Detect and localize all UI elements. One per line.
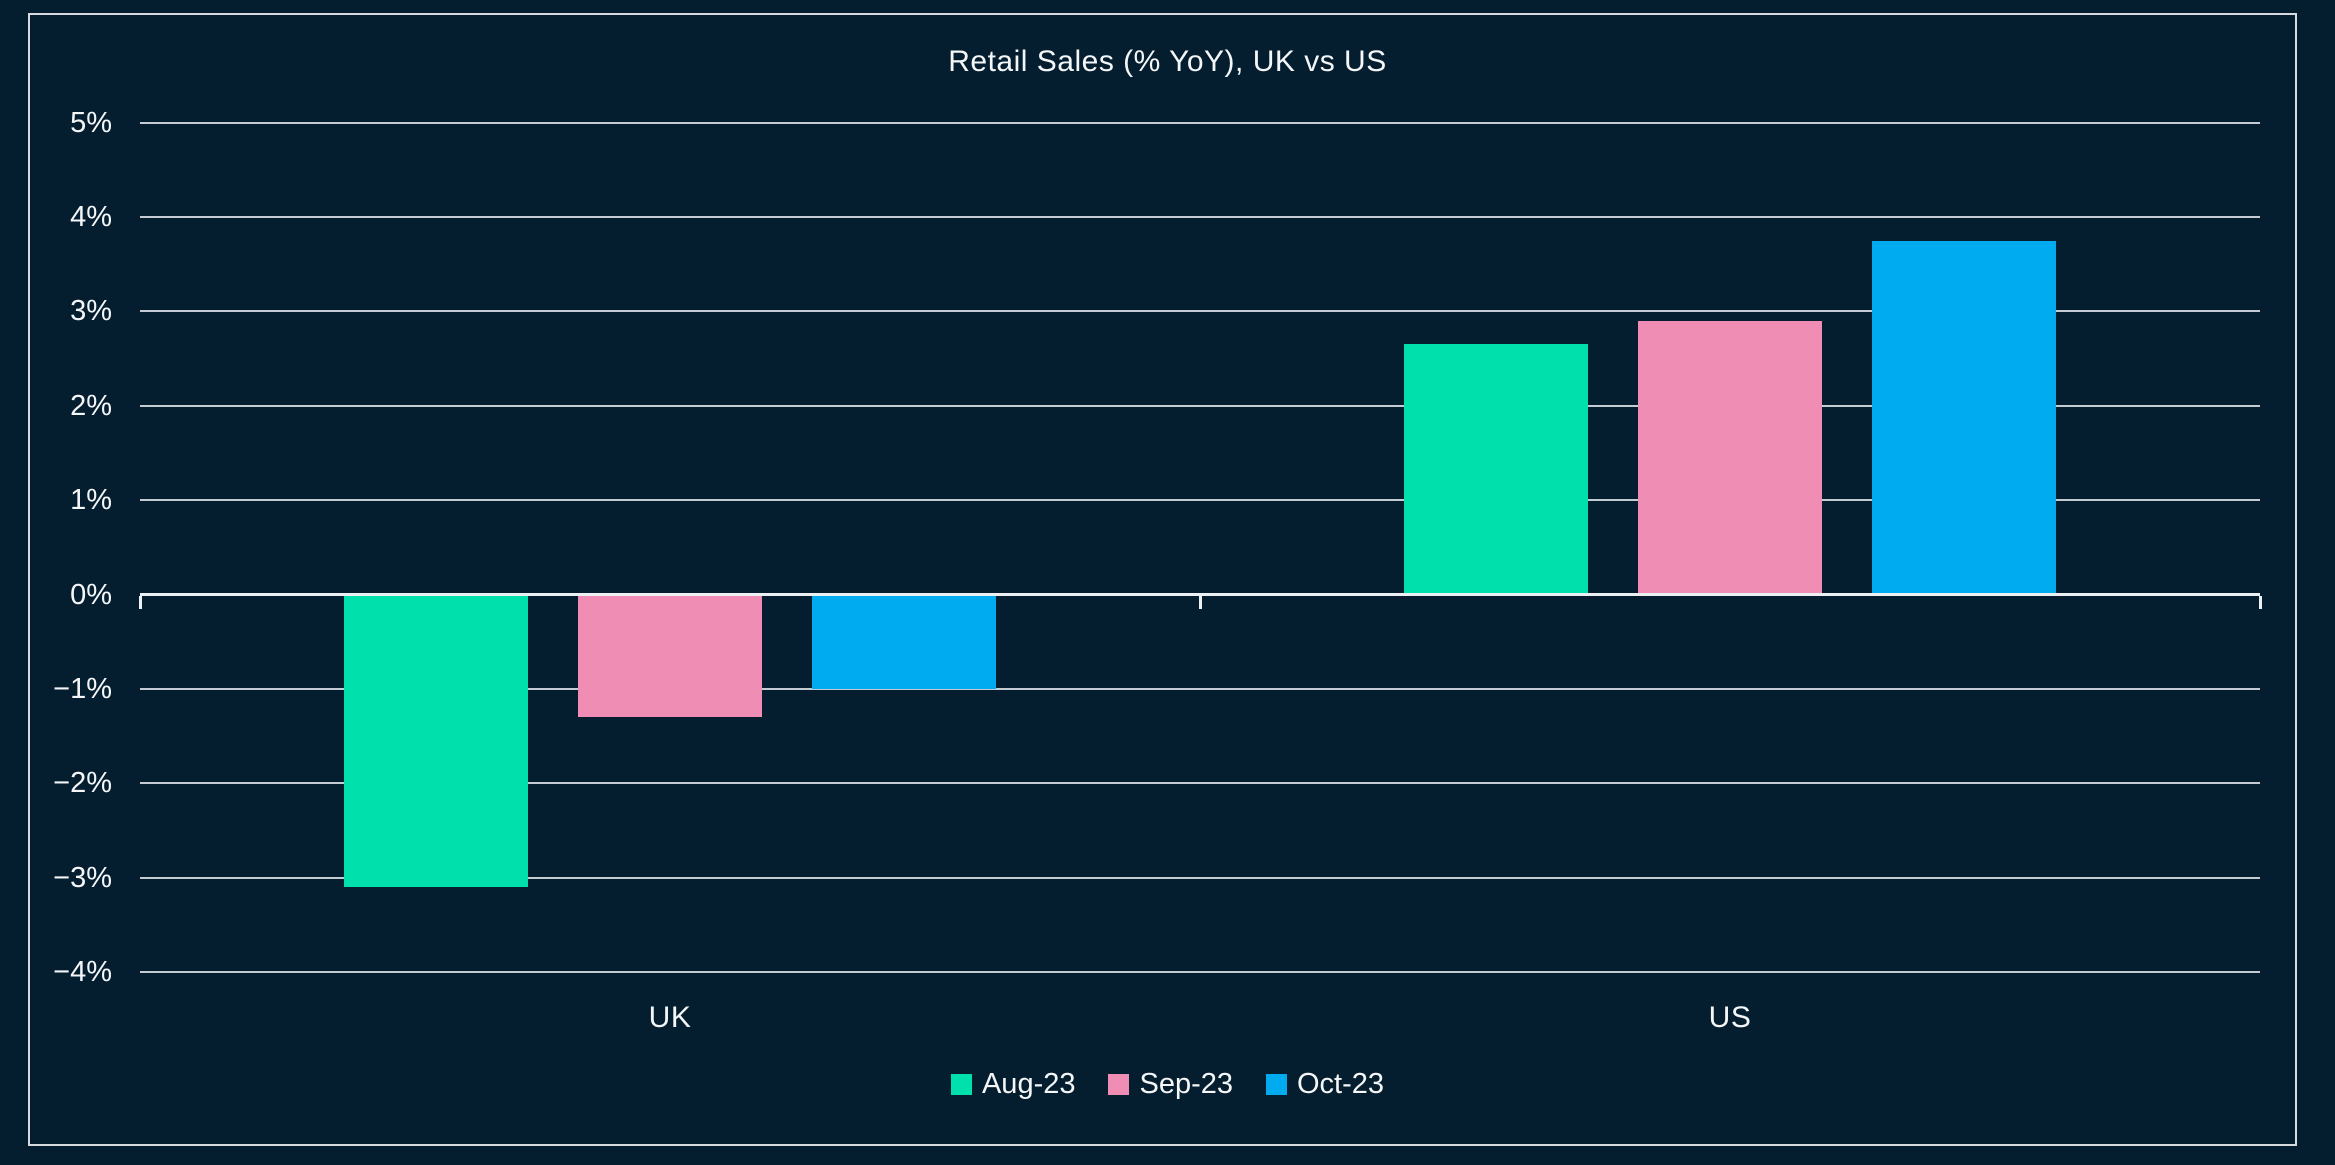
- y-tick-label-1: 1%: [70, 484, 112, 517]
- y-gridline-4: [140, 216, 2260, 219]
- x-axis-boundary-tick-0: [138, 596, 142, 609]
- bar-uk-oct-23[interactable]: [812, 594, 996, 689]
- x-axis-zero-line: [140, 593, 2260, 596]
- legend-label: Sep-23: [1139, 1068, 1233, 1100]
- legend-item-sep-23[interactable]: Sep-23: [1108, 1068, 1233, 1101]
- x-axis-boundary-tick-2: [2258, 596, 2262, 609]
- legend-swatch-aug-23: [950, 1074, 972, 1095]
- legend-label: Aug-23: [981, 1068, 1076, 1100]
- y-gridline-1: [140, 499, 2260, 502]
- bar-us-oct-23[interactable]: [1872, 240, 2056, 595]
- y-tick-label-neg-2: −2%: [53, 767, 112, 800]
- y-gridline-2: [140, 404, 2260, 407]
- chart-title: Retail Sales (% YoY), UK vs US: [948, 45, 1387, 78]
- y-tick-label-neg-4: −4%: [53, 955, 112, 988]
- y-tick-label-neg-1: −1%: [53, 672, 112, 705]
- legend-label: Oct-23: [1297, 1068, 1385, 1100]
- y-gridline-neg-2: [140, 782, 2260, 785]
- chart-legend: Aug-23 Sep-23 Oct-23: [0, 1068, 2335, 1101]
- bar-us-aug-23[interactable]: [1404, 344, 1588, 595]
- x-category-label-us: US: [1708, 1001, 1752, 1034]
- bar-uk-sep-23[interactable]: [578, 594, 762, 718]
- y-gridline-neg-3: [140, 876, 2260, 879]
- y-tick-label-3: 3%: [70, 295, 112, 328]
- legend-swatch-oct-23: [1266, 1074, 1287, 1095]
- y-gridline-5: [140, 121, 2260, 124]
- legend-item-aug-23[interactable]: Aug-23: [950, 1068, 1076, 1101]
- legend-swatch-sep-23: [1108, 1074, 1130, 1095]
- legend-item-oct-23[interactable]: Oct-23: [1266, 1068, 1384, 1101]
- chart-frame-border: [28, 13, 2297, 1146]
- y-gridline-neg-4: [140, 970, 2260, 973]
- bar-us-sep-23[interactable]: [1638, 320, 1822, 595]
- y-tick-label-4: 4%: [70, 201, 112, 234]
- x-category-label-uk: UK: [648, 1001, 692, 1034]
- y-tick-label-2: 2%: [70, 389, 112, 422]
- y-tick-label-5: 5%: [70, 106, 112, 139]
- y-tick-label-0: 0%: [70, 578, 112, 611]
- x-axis-boundary-tick-1: [1198, 596, 1202, 609]
- y-gridline-3: [140, 310, 2260, 313]
- bar-uk-aug-23[interactable]: [344, 594, 528, 887]
- y-tick-label-neg-3: −3%: [53, 861, 112, 894]
- y-gridline-neg-1: [140, 687, 2260, 690]
